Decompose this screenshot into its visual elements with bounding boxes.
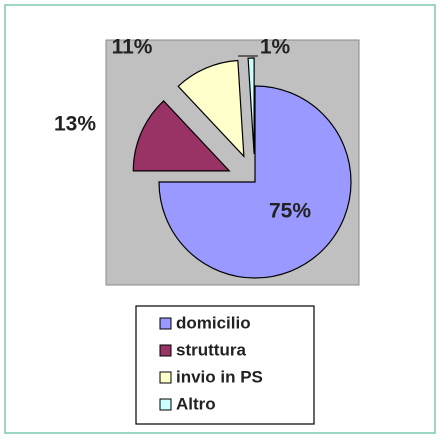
legend-label: invio in PS (176, 367, 263, 386)
legend-swatch (159, 398, 172, 411)
pie-slice (132, 100, 231, 172)
legend-label: Altro (176, 394, 216, 413)
legend-label: domicilio (176, 313, 251, 332)
pie-slice (158, 85, 352, 279)
legend-swatch (159, 317, 172, 330)
data-label: 13% (54, 113, 96, 136)
legend-swatch (159, 371, 172, 384)
data-label: 1% (260, 36, 291, 59)
pie-slice (177, 59, 245, 158)
data-label: 11% (112, 36, 153, 59)
legend-label: struttura (176, 340, 246, 359)
data-label: 75% (269, 200, 311, 223)
legend-swatch (159, 344, 172, 357)
pie-slice (247, 57, 255, 155)
